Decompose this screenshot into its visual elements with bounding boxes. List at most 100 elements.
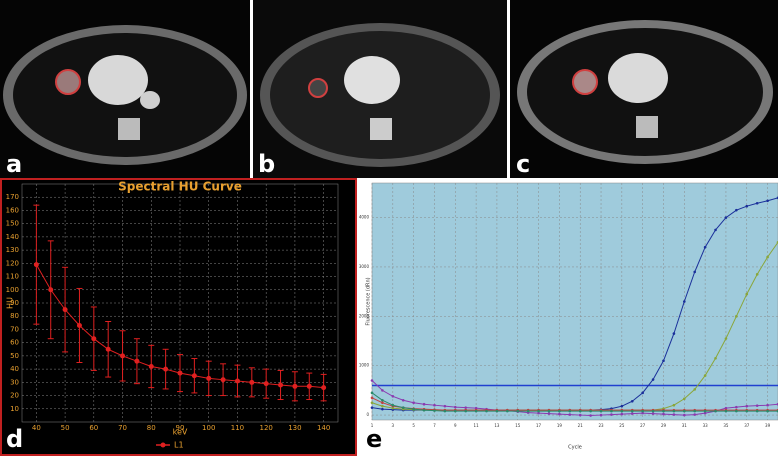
x-tick-label: 13 (494, 423, 500, 428)
point (735, 405, 738, 409)
point (672, 332, 676, 335)
point (558, 412, 561, 416)
point (651, 412, 655, 415)
point (62, 307, 68, 313)
point (641, 411, 644, 415)
plot-area (371, 182, 778, 421)
y-tick-label: 110 (6, 273, 19, 281)
y-tick-label: 90 (10, 299, 19, 307)
point (422, 402, 426, 406)
point (589, 409, 592, 413)
point (234, 378, 240, 384)
point (370, 391, 374, 395)
point (630, 412, 634, 415)
point (630, 409, 634, 413)
point (745, 409, 749, 413)
x-tick-label: 37 (744, 423, 750, 428)
x-tick-label: 39 (765, 423, 771, 428)
x-tick-label: 29 (661, 423, 667, 428)
point (558, 409, 561, 413)
point (526, 409, 530, 413)
point (547, 409, 551, 413)
point (306, 383, 312, 389)
point (662, 359, 665, 363)
point (714, 228, 717, 232)
point (620, 412, 624, 416)
point (610, 409, 613, 413)
y-tick-label: 150 (6, 220, 19, 228)
ct-panel-c (510, 0, 778, 178)
point (620, 409, 624, 413)
point (683, 397, 686, 401)
point (474, 406, 478, 410)
point (370, 396, 374, 400)
point (91, 336, 97, 342)
point (412, 407, 415, 411)
point (381, 407, 384, 411)
x-tick-label: 110 (231, 424, 244, 432)
point (766, 199, 769, 203)
point (443, 404, 447, 408)
point (134, 358, 140, 364)
series-line (371, 397, 778, 411)
point (641, 391, 644, 395)
x-tick-label: 27 (640, 423, 646, 428)
y-tick-label: 40 (10, 365, 19, 373)
point (683, 300, 686, 303)
point (105, 346, 111, 352)
point (433, 403, 436, 407)
x-tick-label: 1 (371, 423, 374, 428)
point (672, 413, 676, 416)
y-tick-label: 170 (6, 193, 19, 201)
x-tick-label: 90 (176, 424, 185, 432)
point (163, 366, 169, 372)
point (278, 382, 284, 388)
point (610, 413, 613, 416)
point (495, 409, 499, 413)
point (651, 378, 655, 381)
point (724, 337, 728, 340)
point (683, 409, 686, 413)
point (755, 409, 759, 413)
y-tick-label: 70 (10, 325, 19, 333)
x-tick-label: 9 (454, 423, 457, 428)
y-axis-label: Fluorescence (dRn) (366, 277, 372, 325)
y-tick-label: 100 (6, 286, 19, 294)
x-tick-label: 23 (598, 423, 604, 428)
point (381, 398, 384, 402)
series-line (371, 392, 778, 412)
point (766, 255, 769, 259)
x-tick-label: 33 (703, 423, 709, 428)
y-tick-label: 1000 (359, 363, 370, 368)
point (485, 409, 488, 413)
point (672, 403, 676, 407)
x-tick-label: 19 (557, 423, 563, 428)
point (381, 401, 384, 405)
x-tick-label: 50 (61, 424, 70, 432)
y-axis-label: HU (6, 297, 15, 309)
panel-label: a (6, 150, 22, 178)
chart-title: Spectral HU Curve (118, 180, 242, 194)
point (683, 413, 686, 417)
point (391, 395, 395, 398)
point (703, 245, 707, 249)
point (292, 383, 298, 389)
point (370, 406, 374, 409)
point (474, 409, 478, 413)
panel-label: b (258, 150, 275, 178)
point (464, 406, 467, 409)
point (506, 409, 509, 413)
y-tick-label: 130 (6, 246, 19, 254)
point (537, 411, 540, 415)
point (177, 370, 183, 376)
point (516, 409, 520, 413)
point (693, 409, 697, 413)
point (703, 374, 707, 377)
panel-d-border (0, 178, 357, 456)
point (745, 204, 749, 208)
panel-label: e (366, 425, 382, 453)
y-tick-label: 80 (10, 312, 19, 320)
y-tick-label: 120 (6, 259, 19, 267)
point (735, 208, 738, 212)
x-tick-label: 35 (723, 423, 729, 428)
